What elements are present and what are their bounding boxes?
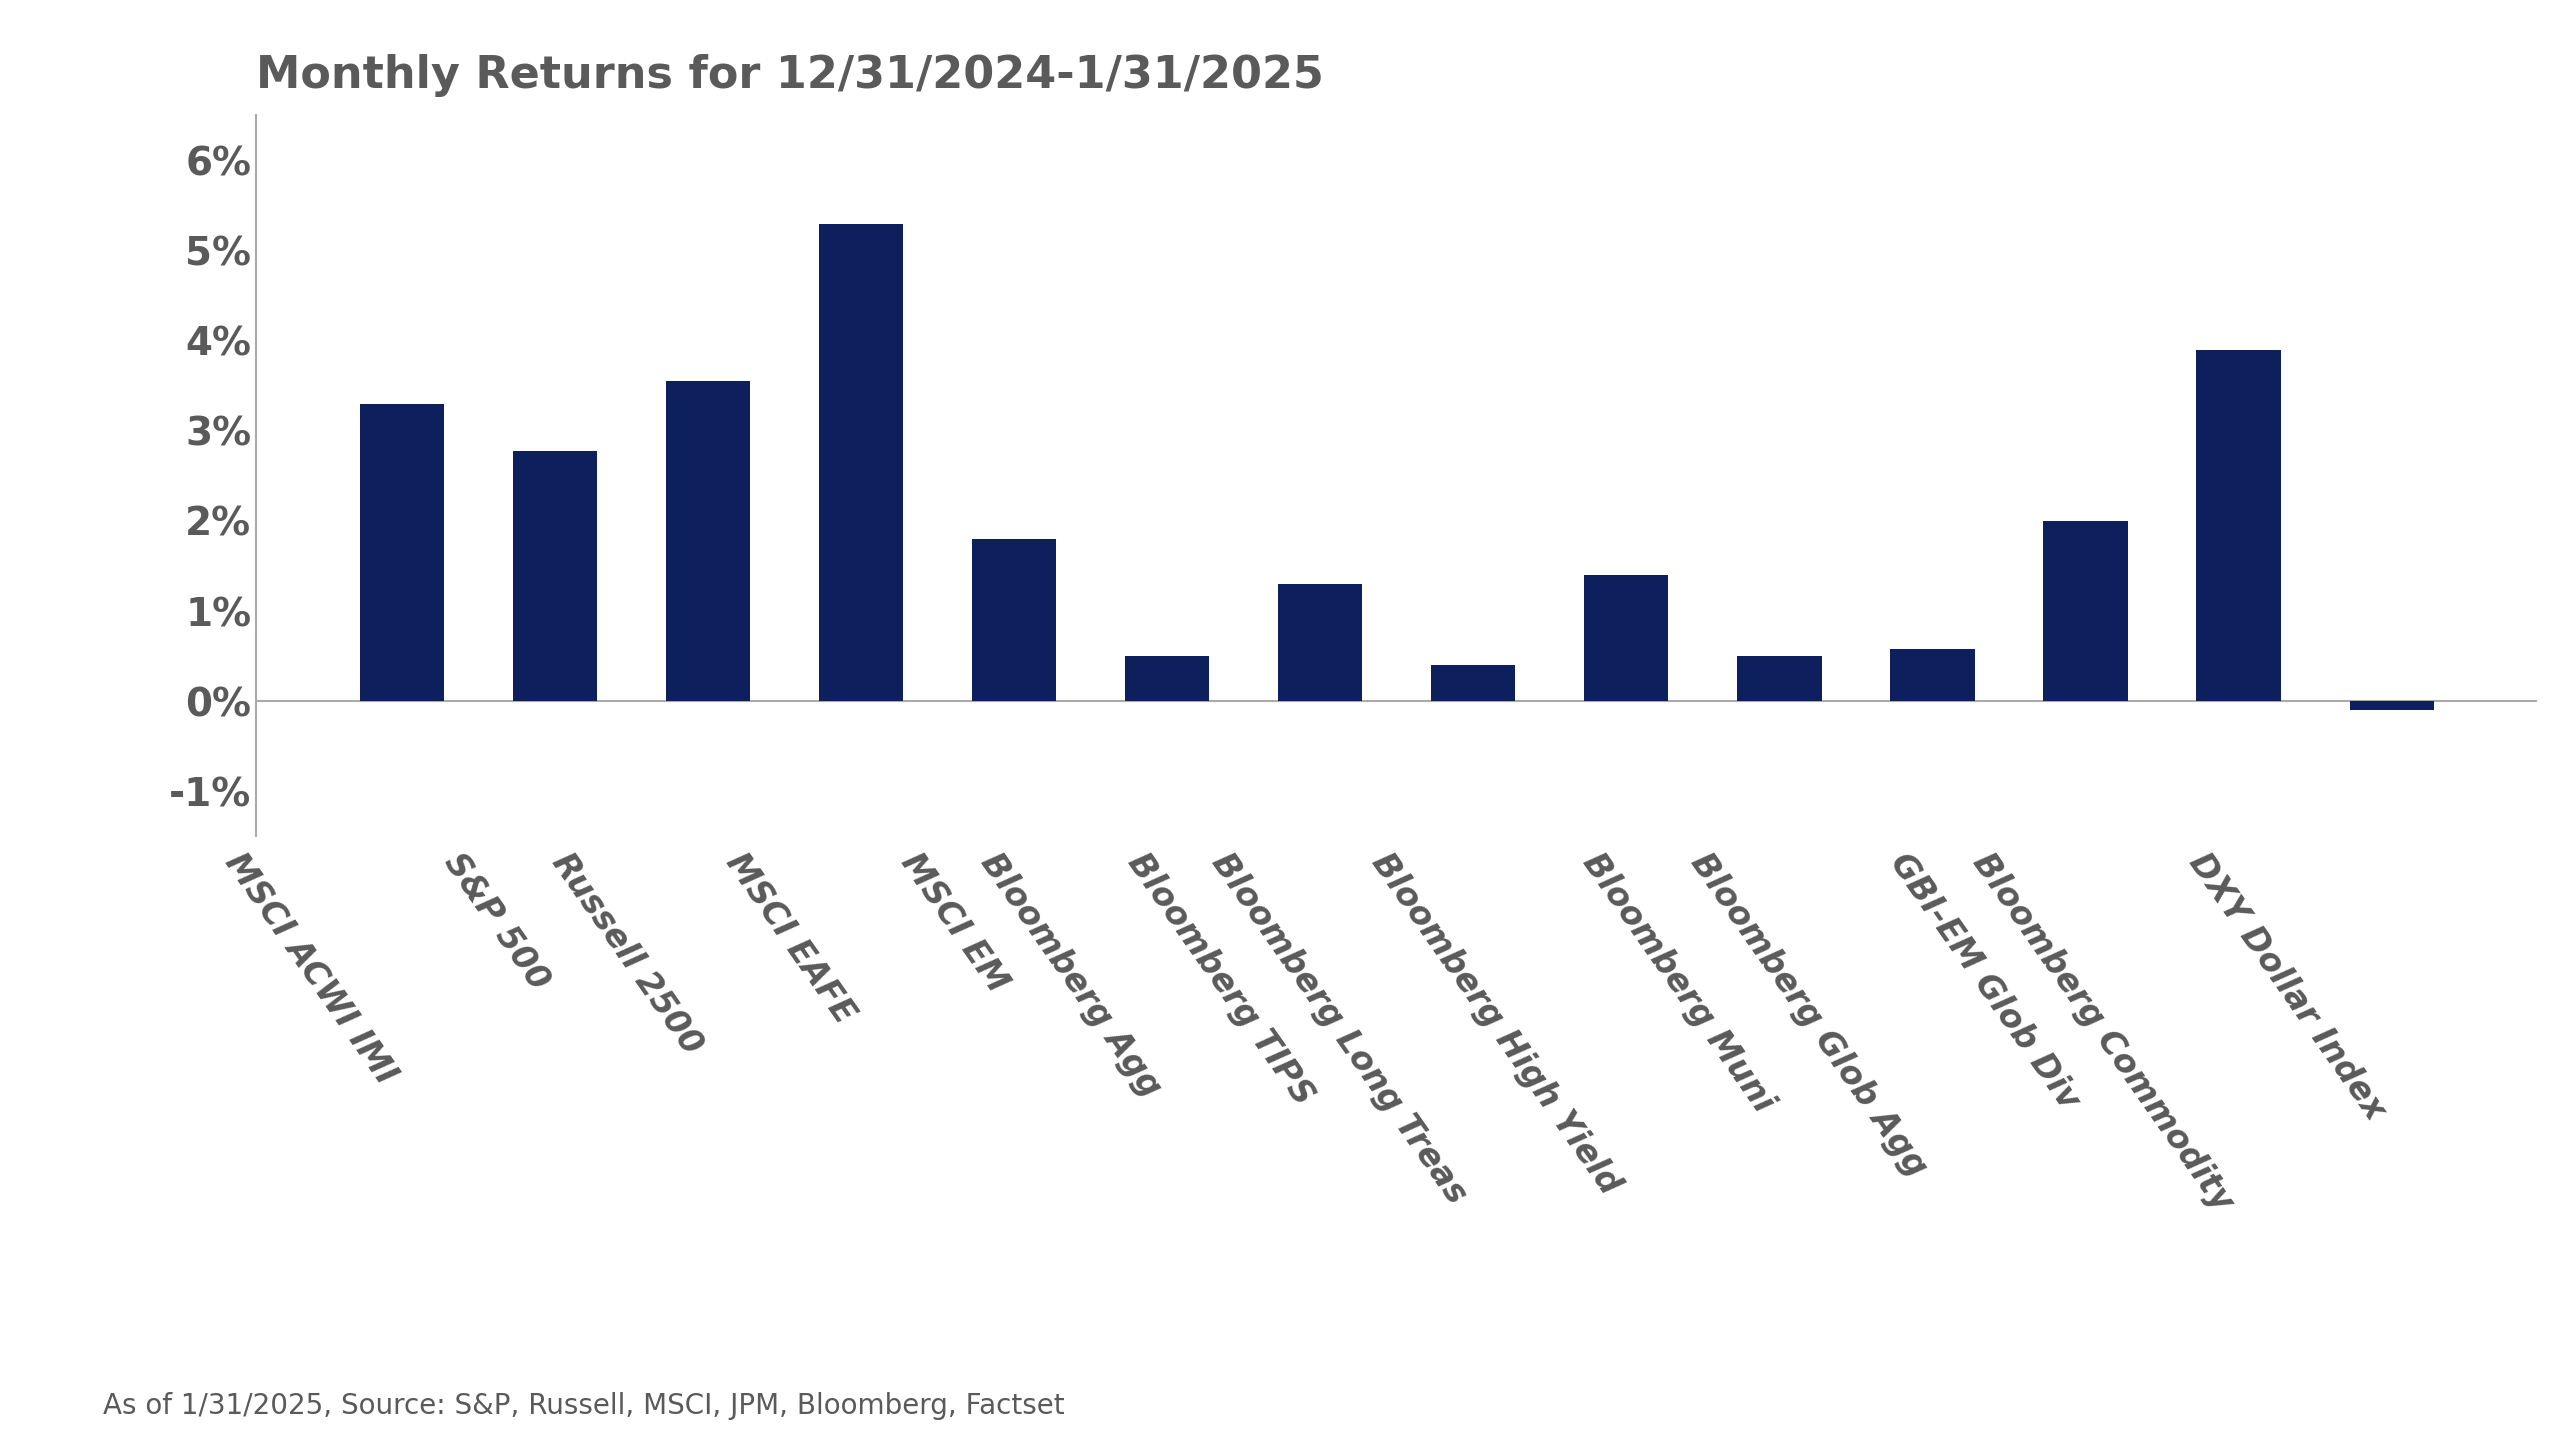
Bar xyxy=(971,539,1056,701)
Bar xyxy=(2043,521,2127,701)
Text: Monthly Returns for 12/31/2024-1/31/2025: Monthly Returns for 12/31/2024-1/31/2025 xyxy=(256,53,1325,97)
Bar xyxy=(359,404,443,701)
Bar xyxy=(820,224,902,701)
Bar xyxy=(2350,701,2435,709)
Bar xyxy=(1125,656,1210,701)
Bar xyxy=(1738,656,1822,701)
Bar xyxy=(1430,665,1515,701)
Bar xyxy=(513,450,597,701)
Bar xyxy=(2196,349,2281,701)
Bar xyxy=(1891,649,1974,701)
Text: As of 1/31/2025, Source: S&P, Russell, MSCI, JPM, Bloomberg, Factset: As of 1/31/2025, Source: S&P, Russell, M… xyxy=(103,1393,1064,1420)
Bar xyxy=(666,381,751,701)
Bar xyxy=(1584,575,1669,701)
Bar xyxy=(1279,584,1364,701)
